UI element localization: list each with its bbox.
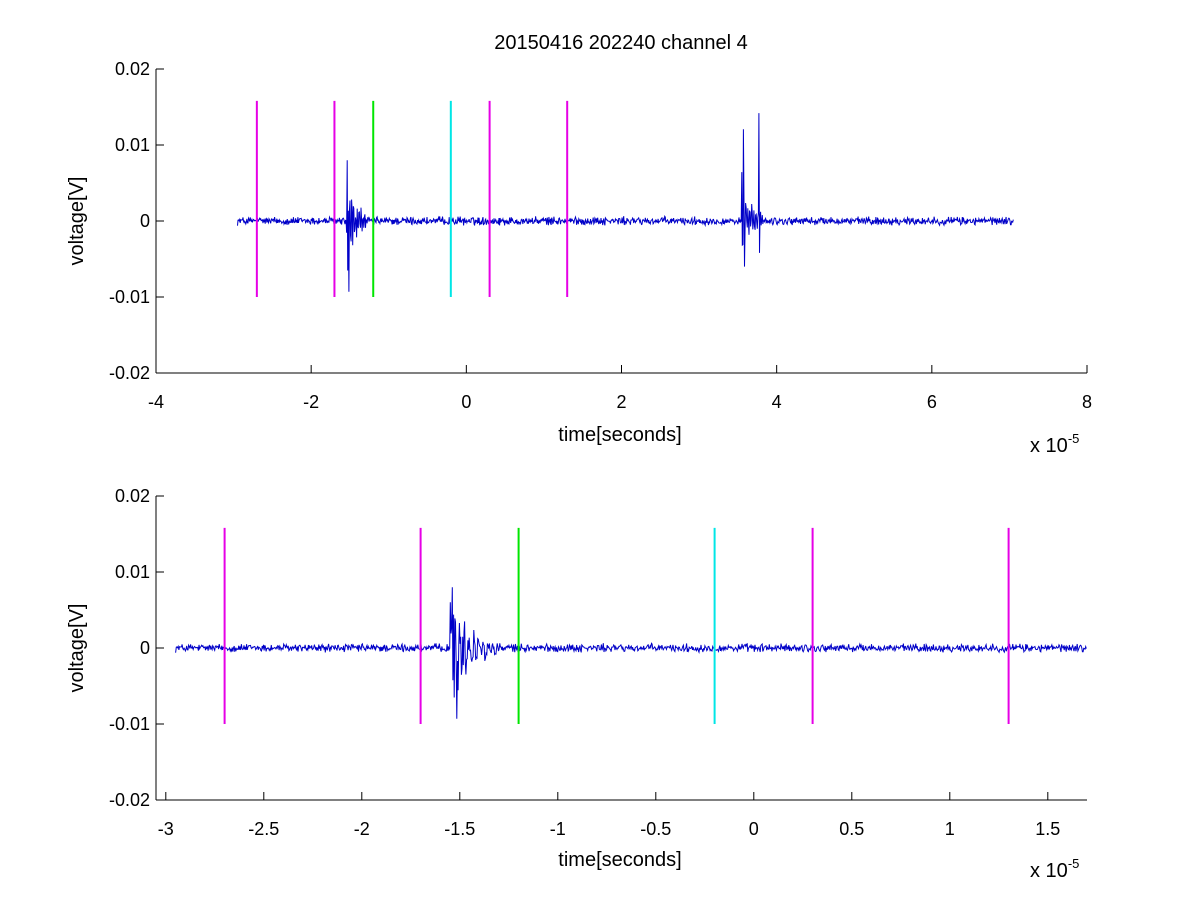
x-tick-label: 2 (616, 392, 626, 412)
x-tick-label: -2.5 (248, 819, 279, 839)
x-tick-label: 4 (772, 392, 782, 412)
x-tick-label: 0 (749, 819, 759, 839)
x-tick-label: 8 (1082, 392, 1092, 412)
y-tick-label: 0 (140, 638, 150, 658)
x-multiplier: x 10-5 (1030, 856, 1079, 882)
y-tick-label: -0.01 (109, 287, 150, 307)
x-tick-label: 1.5 (1035, 819, 1060, 839)
x-tick-label: 0.5 (839, 819, 864, 839)
x-axis-label: time[seconds] (558, 849, 681, 871)
subplot-top: time[seconds] voltage[V] x 10-5 -0.02 -0.… (66, 59, 1092, 457)
y-tick-label: 0.01 (115, 135, 150, 155)
x-multiplier: x 10-5 (1030, 431, 1079, 457)
x-tick-label: -3 (158, 819, 174, 839)
x-tick-label: -4 (148, 392, 164, 412)
y-tick-label: 0.01 (115, 562, 150, 582)
x-axis-label: time[seconds] (558, 424, 681, 446)
y-tick-label: -0.01 (109, 714, 150, 734)
x-multiplier-base: x 10 (1030, 435, 1068, 457)
y-axis-label: voltage[V] (66, 177, 88, 266)
x-multiplier-exponent: -5 (1068, 431, 1080, 446)
y-tick-label: 0 (140, 211, 150, 231)
x-tick-label: 1 (945, 819, 955, 839)
x-tick-label: -1.5 (444, 819, 475, 839)
x-multiplier-exponent: -5 (1068, 856, 1080, 871)
x-tick-label: -1 (550, 819, 566, 839)
x-tick-label: 6 (927, 392, 937, 412)
y-tick-label: 0.02 (115, 59, 150, 79)
x-tick-label: -2 (354, 819, 370, 839)
y-tick-label: 0.02 (115, 486, 150, 506)
signal-trace (175, 587, 1087, 719)
x-tick-label: 0 (461, 392, 471, 412)
y-axis-label: voltage[V] (66, 604, 88, 693)
y-tick-label: -0.02 (109, 790, 150, 810)
chart-title: 20150416 202240 channel 4 (494, 32, 748, 54)
x-tick-label: -0.5 (640, 819, 671, 839)
x-multiplier-base: x 10 (1030, 860, 1068, 882)
x-tick-label: -2 (303, 392, 319, 412)
y-tick-label: -0.02 (109, 363, 150, 383)
signal-trace (237, 113, 1014, 292)
subplot-bottom: time[seconds] voltage[V] x 10-5 -0.02 -0.… (66, 486, 1087, 882)
